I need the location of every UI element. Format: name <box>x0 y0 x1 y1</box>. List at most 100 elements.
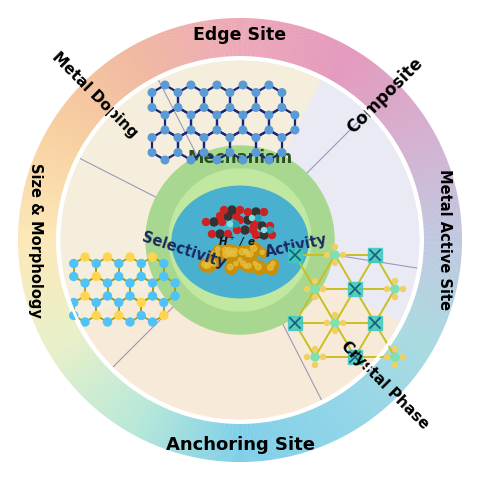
Wedge shape <box>183 418 195 455</box>
Circle shape <box>228 206 236 214</box>
Circle shape <box>223 247 228 252</box>
Wedge shape <box>389 110 421 134</box>
Circle shape <box>265 156 273 164</box>
Wedge shape <box>408 314 443 331</box>
Wedge shape <box>19 216 57 222</box>
Circle shape <box>148 89 156 96</box>
Wedge shape <box>118 53 141 86</box>
Wedge shape <box>225 423 230 462</box>
Wedge shape <box>204 21 212 59</box>
Circle shape <box>324 321 329 325</box>
Text: Edge Site: Edge Site <box>193 26 287 44</box>
Wedge shape <box>354 384 379 414</box>
Wedge shape <box>420 274 458 284</box>
Wedge shape <box>412 161 448 177</box>
Wedge shape <box>44 133 79 153</box>
Wedge shape <box>167 414 181 450</box>
Wedge shape <box>388 348 420 372</box>
Wedge shape <box>351 63 376 95</box>
Wedge shape <box>132 45 152 80</box>
Wedge shape <box>324 403 344 437</box>
Wedge shape <box>198 22 207 59</box>
Circle shape <box>205 263 211 268</box>
Wedge shape <box>32 305 69 321</box>
Wedge shape <box>396 121 429 144</box>
Wedge shape <box>343 56 367 89</box>
Wedge shape <box>401 327 436 347</box>
Wedge shape <box>250 18 255 57</box>
Wedge shape <box>416 174 453 187</box>
Circle shape <box>210 250 220 260</box>
Wedge shape <box>263 20 270 58</box>
Circle shape <box>265 262 278 275</box>
Wedge shape <box>69 96 100 122</box>
Wedge shape <box>163 413 178 449</box>
Circle shape <box>115 260 123 267</box>
Circle shape <box>160 273 168 280</box>
Wedge shape <box>424 240 462 243</box>
Wedge shape <box>421 273 458 282</box>
Wedge shape <box>37 315 73 333</box>
Wedge shape <box>395 120 428 142</box>
Wedge shape <box>307 33 323 69</box>
Circle shape <box>244 262 255 272</box>
Wedge shape <box>128 47 149 81</box>
Circle shape <box>92 299 100 307</box>
Wedge shape <box>67 99 97 125</box>
Wedge shape <box>136 43 156 77</box>
Text: Size & Morphology: Size & Morphology <box>27 163 43 317</box>
Wedge shape <box>77 88 106 115</box>
Wedge shape <box>318 39 336 74</box>
Wedge shape <box>150 408 168 444</box>
Wedge shape <box>342 55 365 88</box>
Wedge shape <box>187 419 198 456</box>
Circle shape <box>224 212 232 220</box>
Wedge shape <box>421 271 459 280</box>
Circle shape <box>160 299 168 307</box>
Wedge shape <box>92 377 119 407</box>
Wedge shape <box>312 36 330 72</box>
Wedge shape <box>21 202 59 211</box>
Wedge shape <box>408 150 444 168</box>
Circle shape <box>265 81 273 89</box>
Wedge shape <box>217 423 223 461</box>
Wedge shape <box>229 18 233 56</box>
Circle shape <box>200 104 208 111</box>
Wedge shape <box>120 395 142 428</box>
Wedge shape <box>77 365 106 392</box>
Wedge shape <box>361 73 388 103</box>
Wedge shape <box>176 416 189 453</box>
Wedge shape <box>399 128 433 149</box>
Wedge shape <box>422 206 460 214</box>
Circle shape <box>137 299 145 307</box>
Wedge shape <box>74 362 104 389</box>
Wedge shape <box>191 420 201 457</box>
Wedge shape <box>294 28 308 65</box>
Wedge shape <box>75 363 105 391</box>
Wedge shape <box>28 294 65 308</box>
Wedge shape <box>159 32 175 69</box>
Wedge shape <box>424 233 462 236</box>
Circle shape <box>81 292 89 300</box>
Wedge shape <box>101 384 126 414</box>
Circle shape <box>232 260 241 269</box>
Wedge shape <box>130 46 150 80</box>
Wedge shape <box>352 384 378 416</box>
Wedge shape <box>398 333 432 354</box>
Circle shape <box>271 262 275 265</box>
Wedge shape <box>276 22 286 60</box>
Wedge shape <box>362 376 389 406</box>
Wedge shape <box>273 421 282 458</box>
Wedge shape <box>359 379 385 409</box>
Circle shape <box>207 257 220 270</box>
Wedge shape <box>269 21 278 59</box>
Wedge shape <box>325 402 345 436</box>
Wedge shape <box>298 29 312 66</box>
Wedge shape <box>60 348 92 372</box>
Wedge shape <box>350 62 374 94</box>
Wedge shape <box>45 132 80 152</box>
Wedge shape <box>418 185 456 196</box>
Wedge shape <box>18 240 56 243</box>
Wedge shape <box>274 420 284 458</box>
Circle shape <box>236 246 250 260</box>
